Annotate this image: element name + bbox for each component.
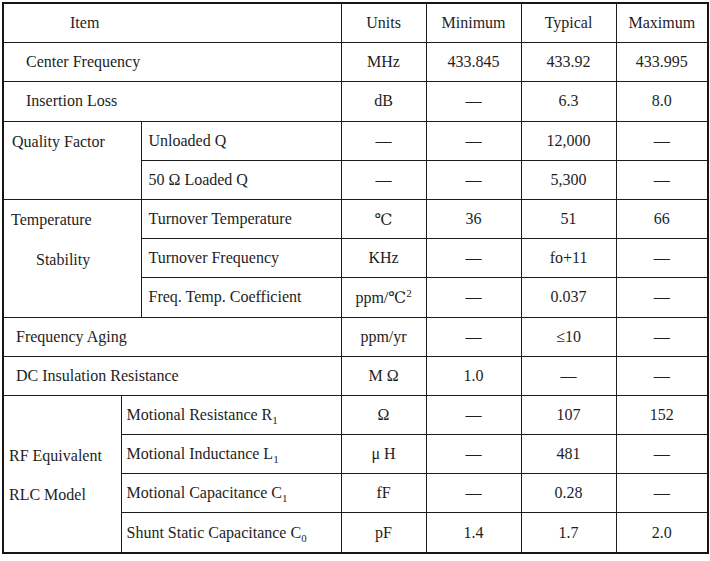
units-cell: fF [341, 474, 426, 513]
header-typical: Typical [521, 3, 616, 43]
min-cell: — [426, 239, 521, 278]
typ-cell: 0.037 [521, 278, 616, 317]
units-cell: ppm/yr [341, 317, 426, 356]
max-cell: 66 [616, 199, 708, 238]
max-cell: — [616, 356, 708, 395]
label-subscript: 1 [273, 453, 279, 465]
table-row-center-frequency: Center Frequency MHz 433.845 433.92 433.… [3, 43, 708, 82]
typ-cell: 433.92 [521, 43, 616, 82]
units-cell: Ω [341, 395, 426, 434]
typ-cell: 51 [521, 199, 616, 238]
row-label: Motional Resistance R1 [121, 395, 341, 434]
min-cell: — [426, 121, 521, 160]
label-subscript: 1 [272, 414, 278, 426]
group-label-text: Quality Factor [4, 122, 141, 162]
group-label-text: RLC Model [4, 475, 121, 515]
typ-cell: 481 [521, 435, 616, 474]
max-cell: 433.995 [616, 43, 708, 82]
table-row-dc-insulation-resistance: DC Insulation Resistance M Ω 1.0 — — [3, 356, 708, 395]
typ-cell: — [521, 356, 616, 395]
min-cell: — [426, 474, 521, 513]
header-item: Item [3, 3, 341, 43]
min-cell: — [426, 395, 521, 434]
row-label: Shunt Static Capacitance C0 [121, 513, 341, 553]
units-superscript: 2 [406, 287, 412, 299]
typ-cell: 5,300 [521, 160, 616, 199]
table-row-turnover-temperature: Temperature Stability Turnover Temperatu… [3, 199, 708, 238]
units-cell: μ H [341, 435, 426, 474]
max-cell: 152 [616, 395, 708, 434]
min-cell: 36 [426, 199, 521, 238]
table-row-unloaded-q: Quality Factor Unloaded Q — — 12,000 — [3, 121, 708, 160]
typ-cell: 1.7 [521, 513, 616, 553]
min-cell: — [426, 435, 521, 474]
typ-cell: fo+11 [521, 239, 616, 278]
typ-cell: 6.3 [521, 82, 616, 121]
typ-cell: 0.28 [521, 474, 616, 513]
max-cell: — [616, 435, 708, 474]
min-cell: 1.4 [426, 513, 521, 553]
max-cell: — [616, 121, 708, 160]
header-minimum: Minimum [426, 3, 521, 43]
group-label-temperature-stability: Temperature Stability [3, 199, 141, 317]
units-cell: MHz [341, 43, 426, 82]
header-units: Units [341, 3, 426, 43]
min-cell: — [426, 160, 521, 199]
units-cell: M Ω [341, 356, 426, 395]
typ-cell: 107 [521, 395, 616, 434]
units-cell: dB [341, 82, 426, 121]
row-label: Motional Inductance L1 [121, 435, 341, 474]
row-label: Unloaded Q [141, 121, 341, 160]
min-cell: 433.845 [426, 43, 521, 82]
row-label: DC Insulation Resistance [3, 356, 341, 395]
max-cell: 8.0 [616, 82, 708, 121]
units-cell: ppm/℃2 [341, 278, 426, 317]
group-label-text: Stability [4, 240, 141, 280]
max-cell: — [616, 239, 708, 278]
max-cell: — [616, 317, 708, 356]
row-label: 50 Ω Loaded Q [141, 160, 341, 199]
table-row-motional-resistance: RF Equivalent RLC Model Motional Resista… [3, 395, 708, 434]
units-cell: ℃ [341, 199, 426, 238]
min-cell: — [426, 317, 521, 356]
table-row-frequency-aging: Frequency Aging ppm/yr — ≤10 — [3, 317, 708, 356]
max-cell: — [616, 160, 708, 199]
min-cell: — [426, 278, 521, 317]
group-label-quality-factor: Quality Factor [3, 121, 141, 199]
row-label: Motional Capacitance C1 [121, 474, 341, 513]
min-cell: — [426, 82, 521, 121]
min-cell: 1.0 [426, 356, 521, 395]
group-label-text: RF Equivalent [4, 436, 121, 476]
group-label-rf-equivalent-rlc-model: RF Equivalent RLC Model [3, 395, 121, 552]
units-cell: — [341, 160, 426, 199]
row-label: Frequency Aging [3, 317, 341, 356]
table-row-insertion-loss: Insertion Loss dB — 6.3 8.0 [3, 82, 708, 121]
label-subscript: 1 [282, 493, 288, 505]
row-label: Insertion Loss [3, 82, 341, 121]
spacer [4, 396, 121, 436]
max-cell: 2.0 [616, 513, 708, 553]
header-maximum: Maximum [616, 3, 708, 43]
units-cell: — [341, 121, 426, 160]
spec-table: Item Units Minimum Typical Maximum Cente… [2, 2, 709, 554]
units-cell: pF [341, 513, 426, 553]
group-label-text: Temperature [4, 200, 141, 240]
typ-cell: 12,000 [521, 121, 616, 160]
max-cell: — [616, 278, 708, 317]
label-subscript: 0 [301, 532, 307, 544]
row-label: Center Frequency [3, 43, 341, 82]
units-cell: KHz [341, 239, 426, 278]
typ-cell: ≤10 [521, 317, 616, 356]
row-label: Turnover Temperature [141, 199, 341, 238]
row-label: Freq. Temp. Coefficient [141, 278, 341, 317]
max-cell: — [616, 474, 708, 513]
header-row: Item Units Minimum Typical Maximum [3, 3, 708, 43]
row-label: Turnover Frequency [141, 239, 341, 278]
